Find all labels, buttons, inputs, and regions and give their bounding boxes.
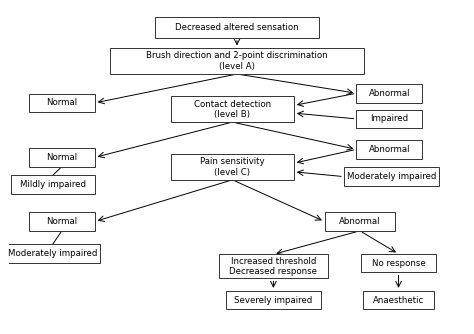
Text: Contact detection
(level B): Contact detection (level B): [194, 100, 271, 119]
FancyBboxPatch shape: [356, 140, 422, 159]
FancyBboxPatch shape: [325, 212, 395, 231]
FancyBboxPatch shape: [356, 84, 422, 103]
Text: Normal: Normal: [46, 153, 77, 162]
FancyBboxPatch shape: [356, 110, 422, 128]
FancyBboxPatch shape: [344, 167, 439, 186]
FancyBboxPatch shape: [171, 154, 294, 180]
Text: Moderately impaired: Moderately impaired: [8, 249, 97, 258]
Text: No response: No response: [372, 259, 425, 268]
Text: Normal: Normal: [46, 217, 77, 226]
FancyBboxPatch shape: [226, 291, 321, 309]
FancyBboxPatch shape: [10, 175, 95, 194]
FancyBboxPatch shape: [171, 97, 294, 122]
Text: Brush direction and 2-point discrimination
(level A): Brush direction and 2-point discriminati…: [146, 51, 328, 71]
Text: Abnormal: Abnormal: [369, 89, 410, 98]
FancyBboxPatch shape: [363, 291, 434, 309]
Text: Decreased altered sensation: Decreased altered sensation: [175, 23, 299, 32]
Text: Moderately impaired: Moderately impaired: [347, 172, 437, 181]
FancyBboxPatch shape: [219, 255, 328, 279]
Text: Impaired: Impaired: [370, 115, 409, 123]
Text: Abnormal: Abnormal: [369, 145, 410, 154]
Text: Anaesthetic: Anaesthetic: [373, 296, 424, 305]
FancyBboxPatch shape: [29, 94, 95, 112]
FancyBboxPatch shape: [5, 244, 100, 263]
Text: Abnormal: Abnormal: [339, 217, 381, 226]
Text: Normal: Normal: [46, 99, 77, 107]
FancyBboxPatch shape: [361, 254, 436, 273]
Text: Increased threshold
Decreased response: Increased threshold Decreased response: [229, 257, 318, 276]
Text: Severely impaired: Severely impaired: [234, 296, 312, 305]
FancyBboxPatch shape: [109, 48, 365, 74]
FancyBboxPatch shape: [155, 17, 319, 38]
FancyBboxPatch shape: [29, 212, 95, 231]
Text: Mildly impaired: Mildly impaired: [20, 180, 86, 189]
FancyBboxPatch shape: [29, 148, 95, 167]
Text: Pain sensitivity
(level C): Pain sensitivity (level C): [200, 157, 265, 177]
